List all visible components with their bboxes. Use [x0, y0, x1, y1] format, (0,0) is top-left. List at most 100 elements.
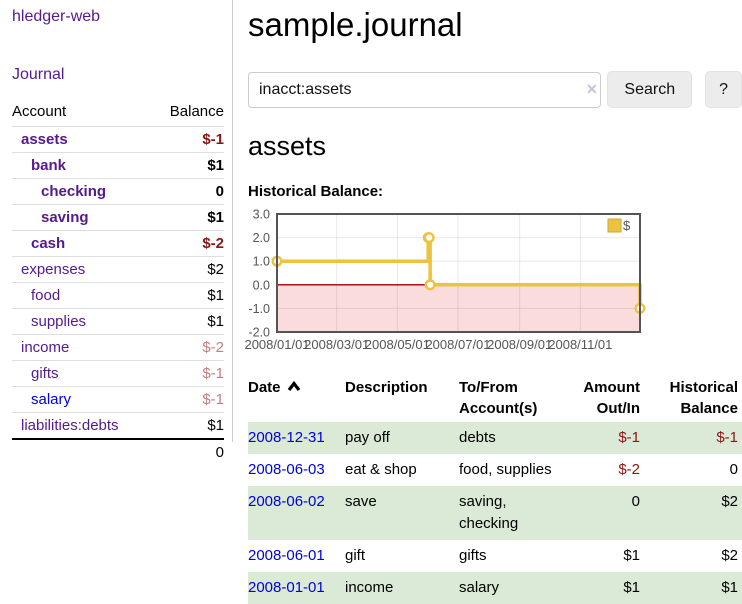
transaction-balance: $2	[721, 493, 738, 510]
svg-text:2008/07/01: 2008/07/01	[425, 337, 490, 352]
accounts-header-balance: Balance	[169, 103, 224, 120]
sidebar-item-journal[interactable]: Journal	[12, 66, 65, 83]
accounts-total-row: 0	[12, 438, 224, 465]
account-link-gifts[interactable]: gifts	[31, 365, 59, 382]
account-balance: $1	[152, 412, 224, 439]
column-header-amount[interactable]: Amount Out/In	[583, 379, 640, 417]
transaction-accounts: food, supplies	[459, 461, 552, 478]
register-row: 2008-01-01 income salary $1 $1	[248, 572, 742, 604]
transaction-amount: $-2	[618, 461, 640, 478]
account-link-saving[interactable]: saving	[41, 209, 89, 226]
svg-text:3.0: 3.0	[253, 208, 270, 222]
column-header-accounts[interactable]: To/From Account(s)	[459, 379, 538, 417]
account-balance: $-1	[152, 126, 224, 153]
accounts-tree: Account Balance assets $-1 bank $1 check…	[12, 99, 224, 465]
account-page-title: assets	[248, 131, 327, 161]
transaction-description: save	[345, 493, 377, 510]
transaction-balance: $2	[721, 547, 738, 564]
accounts-total: 0	[152, 438, 224, 465]
account-balance: $1	[152, 308, 224, 335]
account-balance: $-2	[152, 230, 224, 257]
account-link-bank[interactable]: bank	[31, 157, 67, 174]
svg-text:1.0: 1.0	[253, 255, 270, 269]
account-balance: $1	[152, 282, 224, 309]
transaction-date-link[interactable]: 2008-06-02	[248, 493, 325, 510]
app-brand-link[interactable]: hledger-web	[12, 8, 101, 25]
transaction-balance: 0	[729, 461, 738, 478]
account-row: liabilities:debts $1	[12, 412, 224, 439]
transaction-amount: $1	[623, 579, 640, 596]
register-row: 2008-06-03 eat & shop food, supplies $-2…	[248, 454, 742, 486]
transaction-amount: 0	[631, 493, 640, 510]
transaction-accounts: gifts	[459, 547, 487, 564]
svg-text:$: $	[623, 218, 631, 233]
account-row: salary $-1	[12, 386, 224, 413]
account-link-supplies[interactable]: supplies	[31, 313, 87, 330]
chart-label: Historical Balance:	[248, 183, 384, 200]
transaction-description: eat & shop	[345, 461, 417, 478]
accounts-header-row: Account Balance	[12, 99, 224, 127]
svg-text:0.0: 0.0	[253, 278, 270, 292]
account-balance: $2	[152, 256, 224, 283]
account-balance: $-1	[152, 360, 224, 387]
account-link-income[interactable]: income	[21, 339, 70, 356]
account-link-cash[interactable]: cash	[31, 235, 66, 252]
register-header-row: Date Description To/From Account(s) Amou…	[248, 374, 742, 422]
register-table: Date Description To/From Account(s) Amou…	[248, 374, 742, 604]
historical-balance-chart: 3.0 2.0 1.0 0.0 -1.0 -2.02008/01/012008/03/01…	[244, 208, 646, 352]
register-row: 2008-06-02 save saving, checking 0 $2	[248, 486, 742, 540]
column-header-description[interactable]: Description	[345, 379, 428, 396]
sidebar: hledger-web Journal Account Balance asse…	[0, 0, 233, 465]
account-row: supplies $1	[12, 308, 224, 335]
svg-text:-1.0: -1.0	[248, 302, 270, 316]
column-header-date[interactable]: Date	[248, 374, 345, 422]
account-row: saving $1	[12, 204, 224, 231]
account-link-salary[interactable]: salary	[31, 391, 72, 408]
accounts-header-account: Account	[12, 103, 67, 120]
account-balance: 0	[152, 178, 224, 205]
transaction-accounts: debts	[459, 429, 496, 446]
svg-text:2008/01/01: 2008/01/01	[244, 337, 309, 352]
account-row: expenses $2	[12, 256, 224, 283]
account-row: assets $-1	[12, 126, 224, 153]
account-row: food $1	[12, 282, 224, 309]
transaction-accounts: saving, checking	[459, 493, 519, 532]
journal-title: sample.journal	[248, 6, 463, 43]
account-link-liabilities-debts[interactable]: liabilities:debts	[21, 417, 119, 434]
search-form: ✕ Search ?	[248, 71, 742, 108]
transaction-description: income	[345, 579, 394, 596]
svg-text:-2.0: -2.0	[248, 326, 270, 340]
search-button[interactable]: Search	[607, 71, 693, 108]
transaction-description: pay off	[345, 429, 390, 446]
transaction-amount: $-1	[618, 429, 640, 446]
transaction-date-link[interactable]: 2008-06-03	[248, 461, 325, 478]
transaction-amount: $1	[623, 547, 640, 564]
clear-search-icon[interactable]: ✕	[586, 81, 598, 97]
account-balance: $1	[152, 204, 224, 231]
transaction-date-link[interactable]: 2008-12-31	[248, 429, 325, 446]
transaction-balance: $1	[721, 579, 738, 596]
account-row: bank $1	[12, 152, 224, 179]
sort-ascending-icon	[287, 377, 301, 398]
account-row: gifts $-1	[12, 360, 224, 387]
svg-text:2008/09/01: 2008/09/01	[487, 337, 552, 352]
account-row: income $-2	[12, 334, 224, 361]
svg-text:2008/05/01: 2008/05/01	[365, 337, 430, 352]
register-row: 2008-12-31 pay off debts $-1 $-1	[248, 422, 742, 454]
search-input[interactable]	[248, 71, 602, 108]
svg-text:2008/03/01: 2008/03/01	[304, 337, 369, 352]
register-row: 2008-06-01 gift gifts $1 $2	[248, 540, 742, 572]
transaction-description: gift	[345, 547, 366, 564]
account-balance: $-1	[152, 386, 224, 413]
account-link-checking[interactable]: checking	[41, 183, 107, 200]
account-balance: $-2	[152, 334, 224, 361]
transaction-balance: $-1	[716, 429, 738, 446]
help-button[interactable]: ?	[705, 71, 742, 108]
account-row: checking 0	[12, 178, 224, 205]
account-link-food[interactable]: food	[31, 287, 61, 304]
account-link-assets[interactable]: assets	[21, 131, 68, 148]
account-link-expenses[interactable]: expenses	[21, 261, 86, 278]
svg-text:2008/11/01: 2008/11/01	[548, 337, 612, 352]
transaction-date-link[interactable]: 2008-06-01	[248, 547, 325, 564]
column-header-balance[interactable]: Historical Balance	[669, 379, 738, 417]
